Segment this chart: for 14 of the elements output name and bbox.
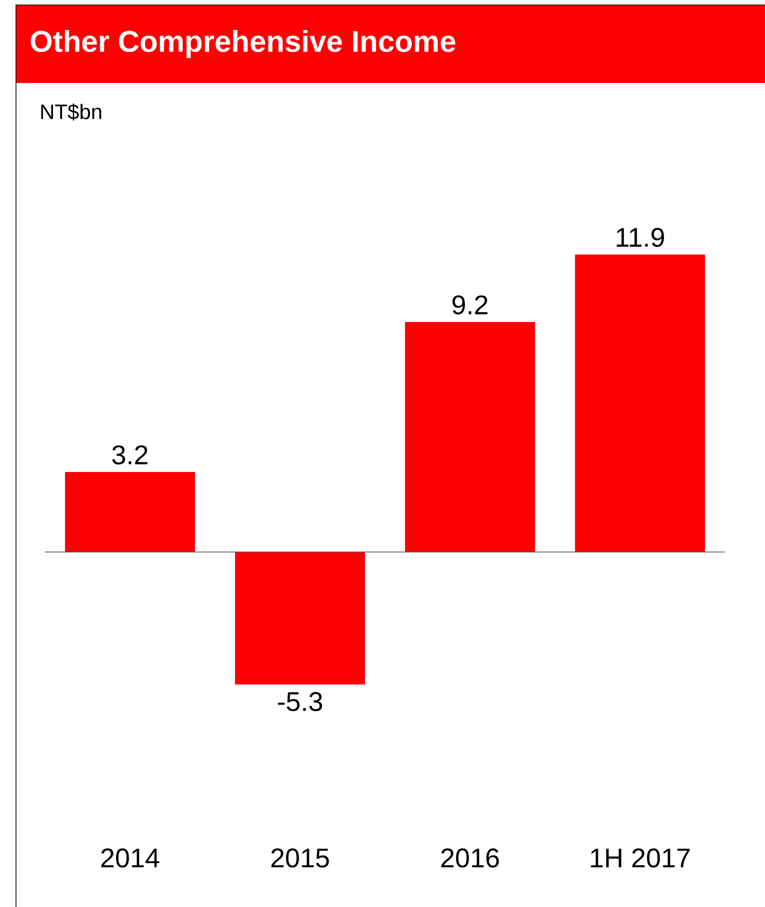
data-label: -5.3 [278, 692, 322, 712]
data-label: 9.2 [452, 295, 488, 314]
text: NT$bn [41, 103, 102, 120]
data-label: 11.9 [616, 228, 664, 247]
data-label: 3.2 [112, 445, 148, 464]
x-tick-label: 1H 2017 [591, 848, 690, 868]
bar [235, 552, 365, 684]
x-tick-label: 2016 [441, 848, 499, 868]
bar [65, 472, 195, 552]
chart-title: Other Comprehensive Income [30, 30, 456, 58]
x-tick-label: 2014 [101, 848, 160, 868]
bar [574, 254, 705, 552]
x-tick-label: 2015 [271, 848, 329, 868]
bar [405, 322, 535, 552]
